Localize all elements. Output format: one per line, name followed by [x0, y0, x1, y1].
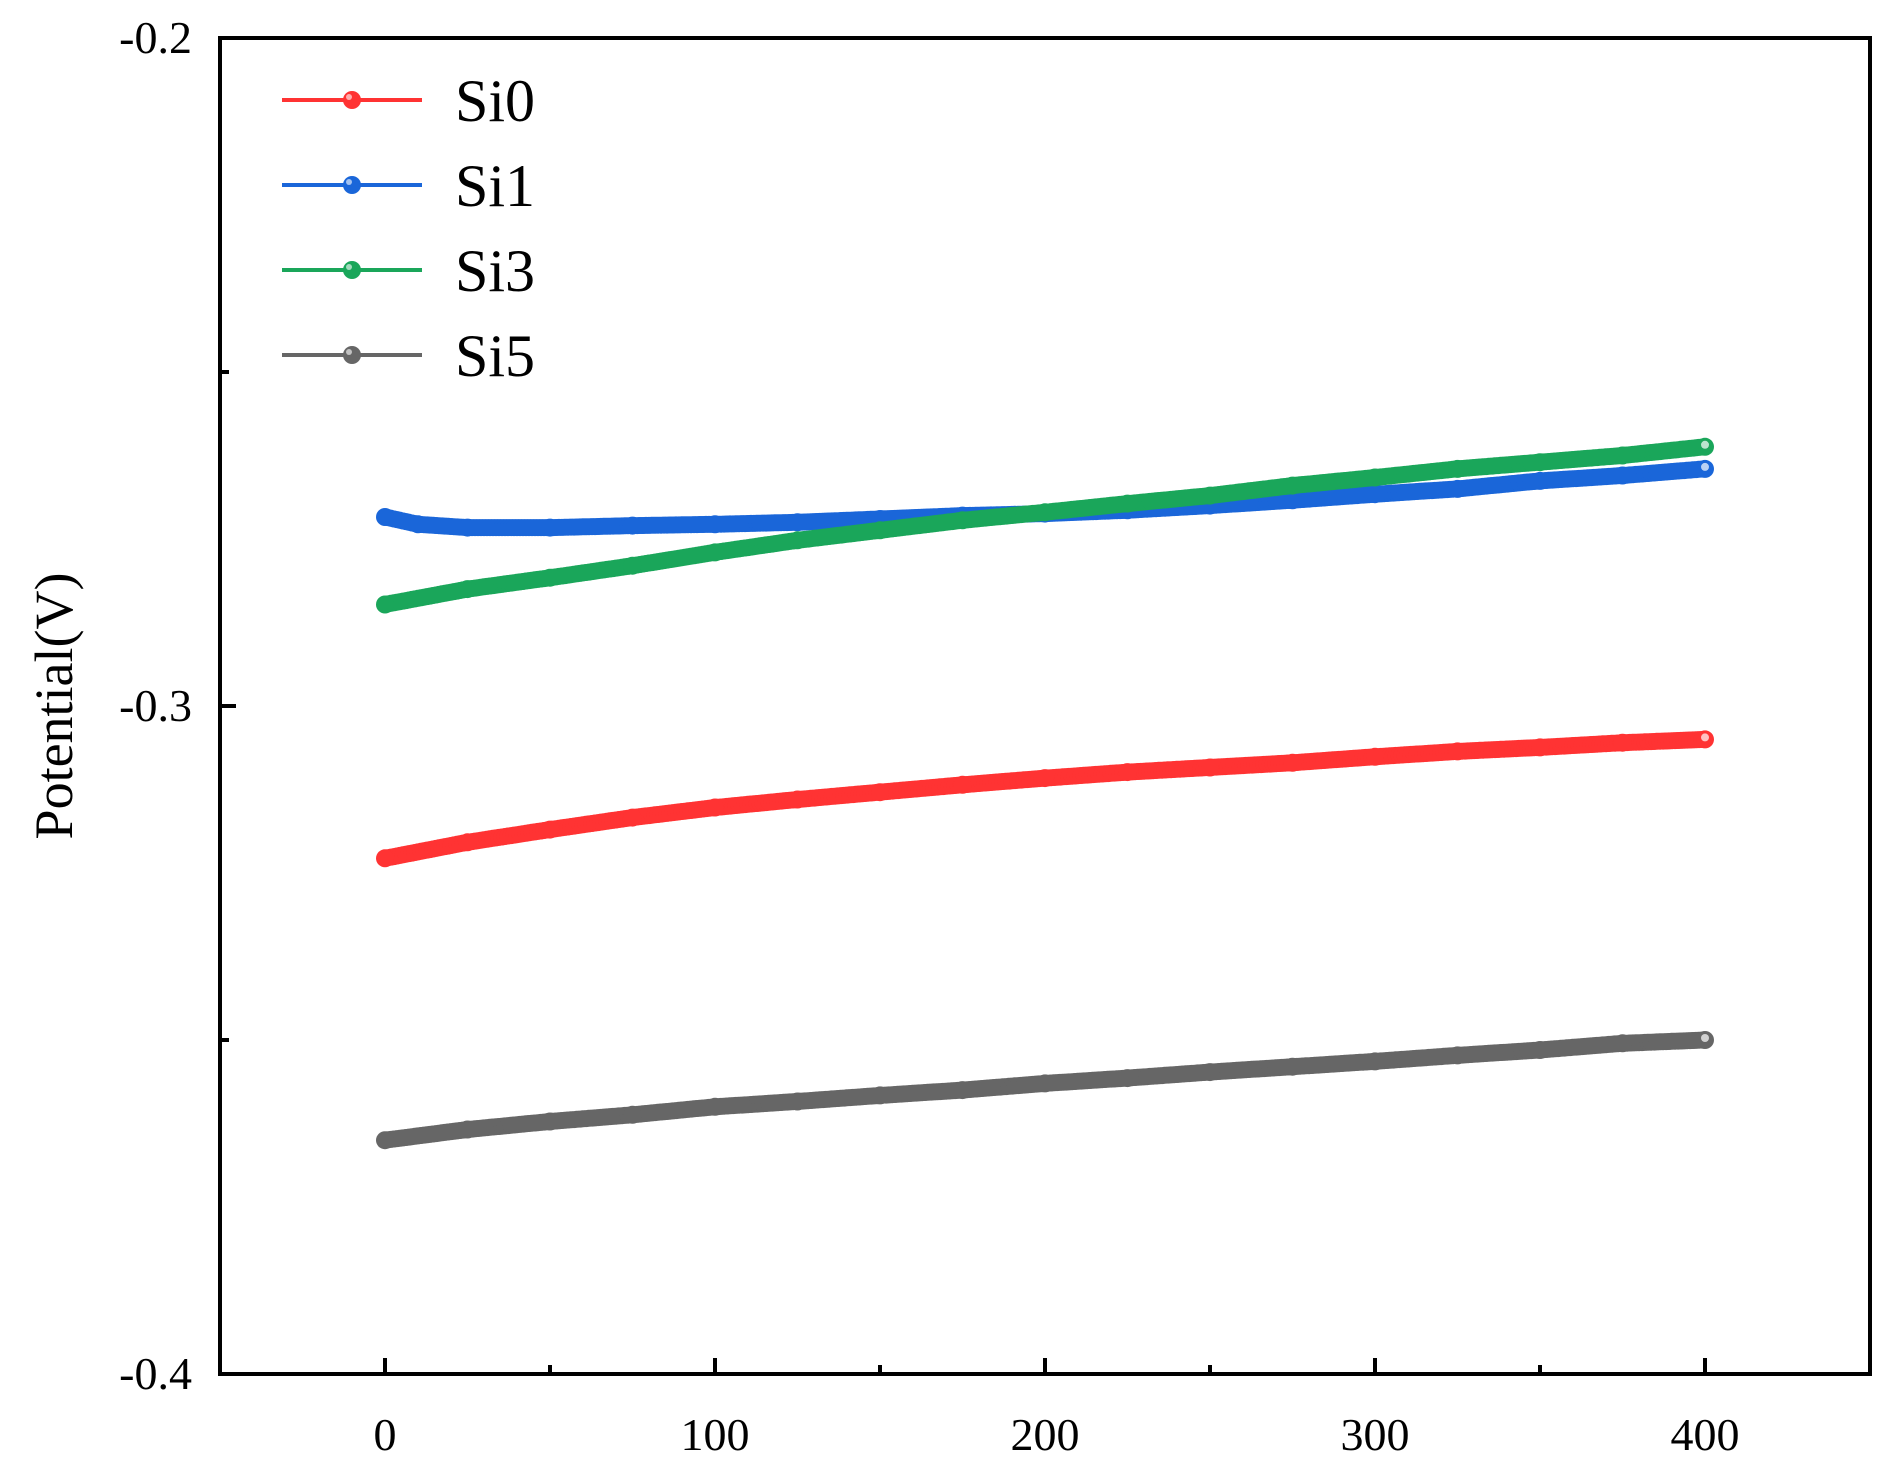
series-si3-point-5	[788, 531, 807, 550]
series-si5-point-4	[706, 1097, 724, 1116]
y-tick-label--0.3: -0.3	[119, 680, 192, 731]
series-si5-end-highlight	[1701, 1034, 1709, 1042]
series-si0-point-1	[458, 833, 477, 852]
series-si5-point-13	[1448, 1046, 1467, 1065]
series-si1-point-6	[788, 513, 807, 532]
series-si5-point-12	[1366, 1052, 1384, 1071]
series-si1-point-14	[1448, 479, 1467, 498]
legend-item-si0: Si0	[282, 68, 535, 134]
series-si5-point-0	[376, 1131, 394, 1150]
series-si3-point-14	[1531, 453, 1549, 472]
legend-marker-si0	[343, 91, 361, 109]
y-tick-label--0.2: -0.2	[119, 12, 192, 63]
series-si5	[376, 1031, 1714, 1150]
series-si3-point-6	[871, 521, 889, 540]
y-tick-label--0.4: -0.4	[119, 1348, 192, 1399]
series-si1-point-0	[376, 508, 394, 526]
legend-marker-highlight	[346, 349, 352, 355]
legend-marker-highlight	[346, 264, 352, 270]
series-si0-end-highlight	[1701, 733, 1709, 742]
x-tick-label-0: 0	[374, 1409, 397, 1460]
series-si0-point-13	[1448, 742, 1467, 761]
series-si1-point-15	[1531, 471, 1549, 490]
series-si3-point-13	[1448, 459, 1467, 478]
legend-marker-highlight	[346, 179, 352, 185]
legend-label-si3: Si3	[455, 238, 535, 304]
x-tick-label-100: 100	[681, 1409, 750, 1460]
series-si0-point-15	[1613, 733, 1632, 752]
legend-marker-si5	[343, 346, 361, 364]
legend-marker-highlight	[346, 94, 352, 100]
series-si0-point-8	[1036, 769, 1054, 788]
series-si0-point-5	[788, 790, 807, 809]
series-si3-point-10	[1201, 486, 1219, 505]
series-si5-point-5	[788, 1092, 807, 1111]
series-si0-point-3	[623, 808, 642, 827]
legend: Si0 Si1 Si3 Si5	[282, 68, 535, 389]
series-si5-point-8	[1036, 1074, 1054, 1093]
series-si3-point-9	[1118, 494, 1137, 513]
series-layer	[376, 437, 1714, 1150]
series-si3-point-4	[706, 543, 724, 562]
legend-item-si5: Si5	[282, 323, 535, 389]
series-si0-point-4	[706, 798, 724, 817]
series-si1-end-highlight	[1701, 462, 1709, 471]
legend-item-si3: Si3	[282, 238, 535, 304]
series-si1-point-1	[409, 515, 427, 534]
series-si1-point-2	[458, 518, 477, 537]
series-si1-point-16	[1613, 466, 1632, 485]
legend-marker-si1	[343, 176, 361, 194]
legend-item-si1: Si1	[282, 153, 535, 219]
series-si0-point-7	[953, 775, 972, 794]
series-si3-point-12	[1366, 468, 1384, 487]
series-si3-point-15	[1613, 446, 1632, 465]
series-si0-point-14	[1531, 738, 1549, 757]
y-axis-title: Potential(V)	[24, 573, 84, 840]
series-si0-point-11	[1283, 753, 1302, 772]
series-si0	[376, 730, 1714, 868]
series-si3-point-0	[376, 595, 394, 614]
series-si3-point-2	[541, 568, 559, 587]
series-si0-point-2	[541, 820, 559, 839]
series-si0-point-10	[1201, 758, 1219, 777]
series-si3-point-1	[458, 580, 477, 599]
series-si3-end-highlight	[1701, 440, 1709, 449]
series-si0-point-9	[1118, 763, 1137, 782]
series-si1-point-3	[541, 518, 559, 537]
x-tick-label-200: 200	[1011, 1409, 1080, 1460]
series-si5-point-3	[623, 1105, 642, 1124]
series-si3-point-8	[1036, 503, 1054, 522]
series-si3-point-3	[623, 556, 642, 575]
series-si3	[376, 437, 1714, 614]
series-si0-point-0	[376, 849, 394, 868]
series-si5-point-7	[953, 1081, 972, 1100]
series-si5-point-1	[458, 1120, 477, 1139]
series-si1-point-12	[1283, 491, 1302, 510]
x-tick-label-300: 300	[1341, 1409, 1410, 1460]
series-si5-point-14	[1531, 1041, 1549, 1059]
series-si3-point-7	[953, 511, 972, 530]
axis-ticks: 0 100 200 300 400 -0.4 -0.3 -0.2	[119, 12, 1739, 1460]
series-si1-point-13	[1366, 485, 1384, 504]
series-si3-point-11	[1283, 476, 1302, 495]
series-si5-point-9	[1118, 1069, 1137, 1088]
legend-label-si0: Si0	[455, 68, 535, 134]
series-si0-point-12	[1366, 747, 1384, 766]
series-si1-point-5	[706, 515, 724, 534]
series-si5-point-2	[541, 1112, 559, 1131]
legend-label-si1: Si1	[455, 153, 535, 219]
series-si5-point-10	[1201, 1063, 1219, 1082]
series-si1-point-4	[623, 516, 642, 535]
series-si5-point-15	[1613, 1034, 1632, 1053]
series-si5-point-11	[1283, 1057, 1302, 1076]
series-si5-point-6	[871, 1086, 889, 1105]
legend-label-si5: Si5	[455, 323, 535, 389]
x-tick-label-400: 400	[1671, 1409, 1740, 1460]
legend-marker-si3	[343, 261, 361, 279]
series-si0-point-6	[871, 783, 889, 802]
